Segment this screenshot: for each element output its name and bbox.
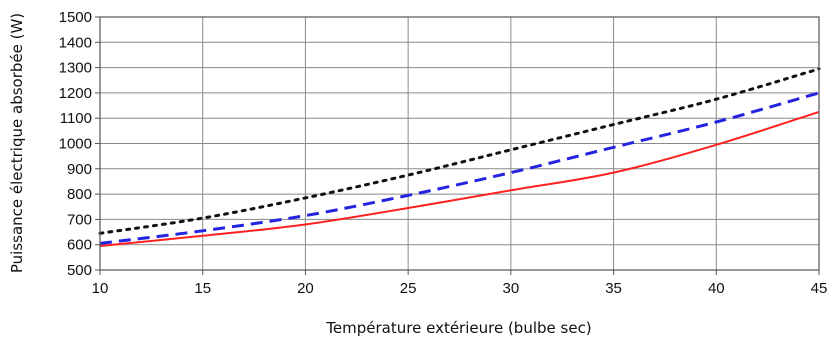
x-tick-label: 45 <box>811 280 828 297</box>
series-line-2-dashed <box>99 91 820 245</box>
y-tick-label: 500 <box>67 262 92 279</box>
y-tick-label: 1300 <box>59 60 92 77</box>
y-tick-label: 1100 <box>60 110 92 127</box>
y-tick-label: 800 <box>67 186 92 203</box>
y-tick-label: 900 <box>67 161 92 178</box>
tick-labels: 500 600 700 800 900 1000 1100 1200 1300 1400 1500 1… <box>59 9 828 297</box>
x-tick-label: 10 <box>92 280 109 297</box>
y-tick-label: 1200 <box>59 85 92 102</box>
series <box>98 67 821 247</box>
x-tick-label: 40 <box>708 280 725 297</box>
x-axis-title: Température extérieure (bulbe sec) <box>325 319 591 337</box>
x-tick-label: 25 <box>400 280 417 297</box>
y-tick-label: 1500 <box>59 9 92 26</box>
y-tick-label: 600 <box>67 237 92 254</box>
y-axis-title: Puissance électrique absorbée (W) <box>8 13 26 273</box>
y-tick-label: 700 <box>67 211 92 228</box>
grid <box>100 17 819 270</box>
series-line-1-solid <box>99 110 820 247</box>
y-tick-label: 1400 <box>59 34 92 51</box>
y-tick-label: 1000 <box>59 136 92 153</box>
x-tick-label: 35 <box>605 280 622 297</box>
x-tick-label: 15 <box>194 280 211 297</box>
x-tick-label: 20 <box>297 280 314 297</box>
series-line-3-dotted <box>98 67 821 235</box>
x-tick-label: 30 <box>503 280 520 297</box>
